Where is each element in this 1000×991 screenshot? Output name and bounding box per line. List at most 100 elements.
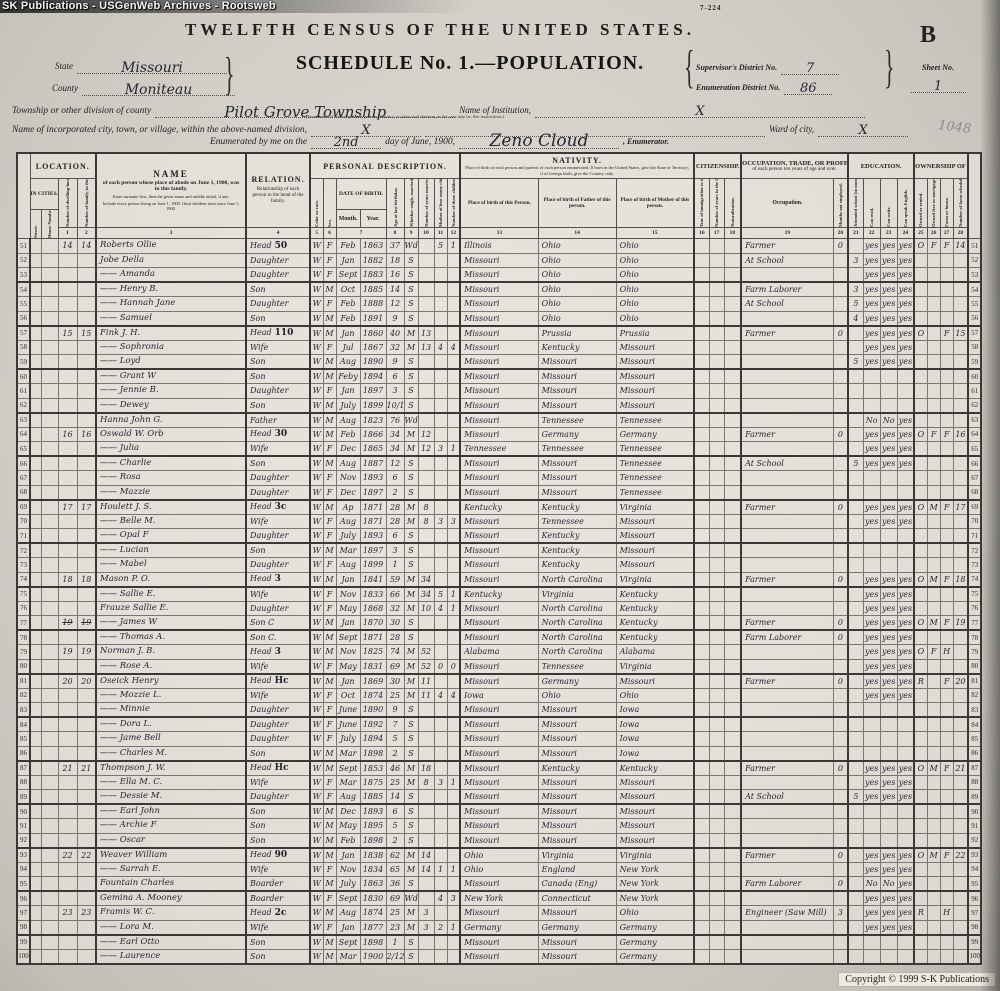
- cell-n: 72: [16, 542, 31, 558]
- cell-m: S: [403, 281, 419, 297]
- cell-na: [723, 774, 743, 790]
- cell-occ: Farmer: [740, 673, 834, 689]
- cell-age: 9: [385, 310, 405, 327]
- cell-age: 66: [385, 586, 405, 602]
- cell-fs: [952, 354, 970, 370]
- cell-om: [926, 789, 941, 805]
- cell-rd: yes: [862, 441, 881, 457]
- cell-cb: [433, 716, 448, 732]
- cell-ym: 18: [417, 760, 435, 776]
- cell-f: [76, 252, 98, 268]
- cell-cl: [446, 557, 462, 573]
- cell-wr: yes: [879, 296, 898, 312]
- cell-s: M: [322, 354, 337, 370]
- cell-nr: 84: [967, 716, 982, 732]
- cell-o: [913, 441, 928, 457]
- cell-sch: 5: [847, 455, 864, 471]
- cell-m: S: [403, 948, 419, 964]
- cell-o: [913, 774, 928, 790]
- cell-nr: 83: [967, 702, 982, 718]
- cell-fs: [952, 397, 970, 414]
- cell-cb: [433, 876, 448, 892]
- cell-ym: [417, 484, 435, 501]
- cell-s: F: [322, 484, 337, 501]
- cell-s: M: [322, 426, 337, 442]
- cell-d: [57, 339, 78, 355]
- cell-yu: [708, 513, 725, 529]
- cell-f: 19: [76, 615, 98, 631]
- cell-pb: Missouri: [459, 803, 539, 819]
- table-row: 93 22 22 Weaver William Head 90 W M Jan 1838 62 M 14…: [16, 847, 982, 863]
- colnum-15: 15: [615, 227, 696, 239]
- cell-iy: [693, 383, 710, 399]
- cell-en: yes: [896, 252, 916, 268]
- cell-n: 98: [16, 919, 31, 936]
- cell-fs: [952, 281, 970, 297]
- cell-mu: [832, 557, 850, 573]
- cell-age: 3: [385, 383, 405, 399]
- enumerated-pre: Enumerated by me on the: [210, 137, 308, 147]
- cell-o: O: [913, 426, 928, 442]
- cell-name: Thompson J. W.: [95, 760, 248, 776]
- cell-o: [913, 629, 928, 645]
- cell-cb: [433, 629, 448, 645]
- cell-rd: [862, 745, 881, 762]
- cell-om: [926, 702, 941, 718]
- cell-f: [76, 368, 98, 384]
- cell-name: —— Charlie: [95, 455, 248, 471]
- cell-occ: [740, 774, 834, 790]
- cell-sch: [847, 586, 864, 602]
- cell-n: 81: [16, 673, 31, 689]
- cell-name: —— Sarrah E.: [95, 861, 248, 877]
- cell-nr: 55: [967, 296, 982, 312]
- cell-sch: [847, 542, 864, 558]
- cell-pf: Kentucky: [537, 528, 617, 544]
- cell-na: [723, 644, 743, 660]
- cell-nr: 62: [967, 397, 982, 414]
- cell-en: yes: [896, 441, 916, 457]
- cell-pb: Missouri: [459, 832, 539, 849]
- cell-fs: [952, 629, 970, 645]
- cell-mu: [832, 934, 850, 950]
- cell-st: [29, 455, 42, 471]
- cell-occ: [740, 687, 834, 703]
- cell-pb: Missouri: [459, 948, 539, 964]
- cell-hn: [40, 687, 59, 703]
- cell-mu: [832, 383, 850, 399]
- cell-yr: 1841: [359, 571, 387, 588]
- colnum-1: 1: [57, 227, 78, 239]
- cell-m: M: [403, 658, 419, 675]
- colnum-11: 11: [433, 227, 448, 239]
- cell-hn: [40, 789, 59, 805]
- cell-yr: 1883: [359, 267, 387, 283]
- cell-fh: [939, 702, 954, 718]
- table-row: 83 —— Minnie Daughter W F June 1890 9 S Missouri M…: [16, 702, 982, 718]
- cell-fh: [939, 441, 954, 457]
- cell-mo: June: [335, 702, 361, 718]
- cell-n: 52: [16, 252, 31, 268]
- cell-fh: [939, 455, 954, 471]
- cell-d: 16: [57, 426, 78, 442]
- cell-c: W: [309, 832, 324, 849]
- cell-n: 51: [16, 238, 31, 254]
- cell-pb: Missouri: [459, 325, 539, 341]
- cell-wr: [879, 818, 898, 834]
- cell-pb: Kentucky: [459, 586, 539, 602]
- cell-na: [723, 702, 743, 718]
- cell-hn: [40, 803, 59, 819]
- cell-iy: [693, 455, 710, 471]
- cell-iy: [693, 600, 710, 616]
- cell-na: [723, 542, 743, 558]
- cell-cb: [433, 745, 448, 762]
- cell-rel: Daughter: [245, 557, 312, 573]
- cell-f: 19: [76, 644, 98, 660]
- cell-c: W: [309, 252, 324, 268]
- cell-wr: [879, 470, 898, 486]
- cell-cl: [446, 716, 462, 732]
- cell-c: W: [309, 760, 324, 776]
- cell-f: [76, 412, 98, 428]
- cell-s: F: [322, 658, 337, 675]
- cell-occ: Farmer: [740, 760, 834, 776]
- cell-mu: [832, 789, 850, 805]
- cell-o: [913, 687, 928, 703]
